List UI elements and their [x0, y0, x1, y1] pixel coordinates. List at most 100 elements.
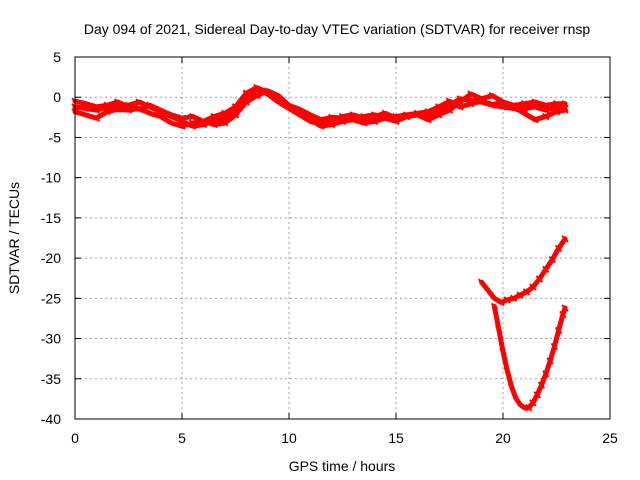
data-point-arc-3 — [199, 120, 208, 129]
data-point-arc-5 — [561, 304, 569, 312]
chart-title: Day 094 of 2021, Sidereal Day-to-day VTE… — [84, 21, 590, 37]
y-tick-label: -40 — [41, 411, 61, 427]
data-point-arc-2 — [274, 91, 283, 100]
y-axis-label: SDTVAR / TECUs — [6, 182, 22, 294]
x-axis-label: GPS time / hours — [289, 458, 396, 474]
data-point-arc-3 — [402, 112, 411, 121]
data-point-arc-4 — [529, 283, 537, 291]
data-point-arc-3 — [552, 103, 561, 111]
data-point-arc-5 — [533, 391, 541, 399]
data-point-arc-2 — [92, 114, 101, 122]
y-tick-label: -15 — [41, 210, 61, 226]
data-point-arc-2 — [146, 109, 154, 118]
data-point-arc-2 — [135, 104, 143, 113]
grid-lines — [75, 57, 610, 419]
data-point-arc-3 — [188, 122, 197, 130]
y-tick-label: -20 — [41, 250, 61, 266]
data-point-arc-2 — [360, 119, 368, 127]
data-point-arc-3 — [531, 103, 539, 111]
data-point-arc-2 — [531, 116, 539, 124]
data-point-arc-4 — [503, 296, 511, 304]
data-point-arc-3 — [477, 98, 486, 106]
data-point-arc-5 — [546, 357, 554, 365]
axis-ticks: 5 0 -5 -10 -15 -20 -25 -30 -35 -40 0 5 10 15 20 25 — [41, 49, 618, 446]
y-tick-label: -5 — [49, 129, 62, 145]
data-point-arc-3 — [178, 117, 186, 126]
data-point-arc-3 — [135, 98, 143, 106]
data-point-arc-3 — [317, 119, 325, 127]
x-tick-label: 20 — [495, 430, 511, 446]
data-point-arc-3 — [381, 109, 390, 118]
data-point-arc-3 — [499, 103, 507, 111]
data-point-arc-4 — [548, 256, 556, 264]
series-line-arc-4 — [479, 236, 568, 305]
data-point-arc-4 — [561, 235, 569, 243]
data-point-arc-3 — [561, 104, 569, 113]
data-point-arc-3 — [274, 98, 283, 106]
data-point-arc-4 — [542, 265, 550, 274]
data-point-arc-5 — [503, 367, 511, 375]
y-tick-label: -10 — [41, 170, 61, 186]
data-point-arc-5 — [542, 370, 550, 378]
data-point-arc-5 — [490, 302, 499, 311]
data-point-arc-3 — [424, 112, 432, 121]
data-point-arc-4 — [484, 286, 492, 294]
data-point-arc-3 — [520, 104, 529, 113]
y-tick-label: 5 — [53, 49, 61, 65]
data-point-arc-3 — [124, 101, 133, 109]
data-point-arc-2 — [81, 111, 90, 119]
data-point-arc-5 — [529, 399, 537, 407]
data-point-arc-2 — [156, 112, 165, 121]
data-point-arc-1 — [295, 105, 304, 113]
data-point-arc-3 — [295, 111, 304, 119]
data-point-arc-5 — [559, 310, 567, 319]
data-point-arc-3 — [210, 117, 218, 126]
data-point-arc-4 — [497, 298, 505, 307]
data-point-arc-2 — [499, 98, 507, 106]
data-point-arc-3 — [338, 112, 347, 121]
series-line-arc-5 — [491, 303, 568, 411]
data-point-arc-3 — [509, 104, 518, 113]
data-point-arc-4 — [522, 288, 531, 296]
data-point-arc-5 — [537, 381, 546, 389]
data-point-arc-3 — [328, 117, 336, 126]
data-point-arc-3 — [156, 107, 165, 116]
data-point-arc-2 — [167, 119, 176, 127]
data-point-arc-5 — [512, 394, 520, 402]
data-point-arc-3 — [306, 117, 315, 126]
data-point-arc-3 — [231, 107, 240, 116]
data-point-arc-3 — [167, 112, 176, 121]
data-point-arc-2 — [467, 90, 475, 98]
data-point-arc-5 — [524, 404, 533, 412]
data-point-arc-5 — [550, 342, 559, 351]
data-point-arc-3 — [263, 90, 272, 98]
data-point-arc-3 — [456, 95, 464, 103]
data-point-arc-3 — [349, 111, 357, 119]
data-point-arc-2 — [542, 112, 550, 121]
y-tick-label: 0 — [53, 89, 61, 105]
data-point-arc-1 — [531, 98, 539, 106]
data-point-arc-5 — [495, 325, 503, 333]
data-point-arc-2 — [488, 91, 497, 100]
data-point-arc-5 — [507, 383, 516, 391]
data-point-arc-3 — [542, 106, 550, 114]
data-point-arc-2 — [349, 116, 357, 124]
x-tick-label: 0 — [71, 430, 79, 446]
data-point-arc-1 — [306, 111, 315, 119]
data-point-arc-2 — [370, 117, 379, 126]
data-point-arc-3 — [370, 112, 379, 121]
data-point-arc-3 — [146, 103, 154, 111]
data-point-arc-1 — [114, 98, 122, 106]
data-point-arc-1 — [188, 112, 197, 121]
data-point-arc-3 — [92, 106, 101, 114]
data-point-arc-4 — [490, 294, 499, 303]
data-point-arc-3 — [285, 104, 293, 113]
data-point-arc-4 — [535, 275, 544, 283]
data-point-arc-2 — [520, 109, 529, 118]
data-point-arc-3 — [81, 104, 90, 113]
data-point-arc-3 — [253, 85, 261, 93]
data-point-arc-4 — [509, 294, 518, 303]
data-point-arc-4 — [477, 278, 486, 286]
data-point-arc-5 — [499, 347, 507, 356]
